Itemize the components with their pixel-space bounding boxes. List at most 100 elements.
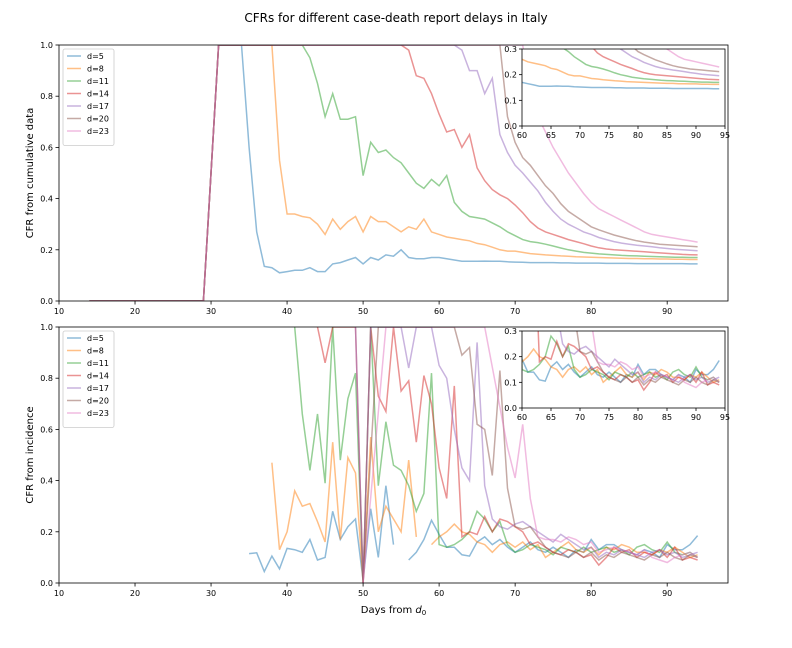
legend-entry-d23: d=23 [87,127,109,136]
x-tick-label: 90 [662,307,672,316]
y-axis-label: CFR from cumulative data [25,108,36,239]
legend-entry-d5: d=5 [87,334,104,343]
legend-entry-d20: d=20 [87,115,109,124]
x-tick-label: 30 [206,307,216,316]
inset-x-tick-label: 80 [633,131,643,140]
inset1-series-line-d5 [522,81,720,90]
inset-x-tick-label: 60 [517,413,527,422]
inset-x-tick-label: 70 [575,413,585,422]
inset-x-tick-label: 80 [633,413,643,422]
x-tick-label: 10 [54,307,64,316]
legend-box [62,48,115,146]
panel1-series-line-d20 [89,45,698,301]
inset2-series-line-d14 [537,331,720,392]
x-tick-label: 90 [662,589,672,598]
legend-entry-d11: d=11 [87,359,109,368]
inset2-series-line-d20 [576,331,720,386]
inset-x-tick-label: 85 [662,413,672,422]
panel1-series-line-d14 [89,45,698,301]
legend-box [62,330,115,428]
inset-y-tick-label: 0.3 [504,45,517,54]
inset-frame [521,48,726,127]
inset-y-tick-label: 0.2 [504,71,517,80]
panel2-series-line-d17 [354,327,698,583]
x-axis-label: Days from d0 [361,605,426,617]
x-tick-label: 80 [586,589,596,598]
inset-y-tick-label: 0.0 [504,122,517,131]
inset1-series-line-d20 [633,49,720,73]
y-tick-label: 0.8 [40,92,53,101]
x-tick-label: 20 [130,307,140,316]
y-tick-label: 0.2 [40,246,53,255]
legend-entry-d23: d=23 [87,409,109,418]
x-tick-label: 50 [358,307,368,316]
inset-y-tick-label: 0.0 [504,404,517,413]
x-tick-label: 40 [282,589,292,598]
y-tick-label: 0.4 [40,477,53,486]
x-tick-label: 60 [434,589,444,598]
panel1-series-line-d17 [89,45,698,301]
x-tick-label: 10 [54,589,64,598]
x-tick-label: 60 [434,307,444,316]
inset-x-tick-label: 95 [720,413,730,422]
inset-y-tick-label: 0.1 [504,378,517,387]
panel1-series-line-d8 [89,45,698,301]
inset-frame [521,330,726,409]
y-tick-label: 0.2 [40,528,53,537]
legend-entry-d11: d=11 [87,77,109,86]
inset-chart: 60 65 70 75 80 85 90 95 0.0 0.1 0.2 0.3 [504,45,730,140]
y-tick-label: 1.0 [40,323,53,332]
inset-x-tick-label: 75 [604,413,614,422]
chart-panel-2: 10 20 30 40 50 60 70 80 90 0.0 0.2 0.4 0.6 0.8 1.0 CFR … [25,323,730,617]
inset2-series-line-d11 [522,334,720,383]
y-tick-label: 0.0 [40,297,53,306]
inset-y-tick-label: 0.3 [504,327,517,336]
panel1-series-line-d5 [89,45,698,301]
y-tick-label: 0.4 [40,195,53,204]
inset2-series-line-d23 [592,331,720,389]
panel2-series-line-d14 [316,327,698,583]
x-tick-label: 70 [510,589,520,598]
y-tick-label: 0.0 [40,579,53,588]
x-tick-label: 20 [130,589,140,598]
inset-x-tick-label: 85 [662,131,672,140]
inset1-series-line-d14 [592,49,720,81]
x-tick-label: 50 [358,589,368,598]
inset-x-tick-label: 70 [575,131,585,140]
y-tick-label: 0.8 [40,374,53,383]
axes-frame [58,326,729,584]
inset-y-tick-label: 0.2 [504,353,517,362]
panel1-series-line-d23 [89,45,698,301]
inset-x-tick-label: 65 [546,413,556,422]
y-tick-label: 0.6 [40,425,53,434]
x-tick-label: 70 [510,307,520,316]
axes-frame [58,44,729,302]
inset1-series-line-d11 [563,49,720,84]
y-tick-label: 1.0 [40,41,53,50]
inset-x-tick-label: 90 [691,131,701,140]
inset2-series-line-d17 [559,331,720,384]
panel2-series-line-d23 [362,327,699,583]
inset-x-tick-label: 75 [604,131,614,140]
inset-chart: 60 65 70 75 80 85 90 95 0.0 0.1 0.2 0.3 [504,327,730,422]
inset1-series-line-d17 [619,49,720,77]
legend: d=5 d=8 d=11 d=14 d=17 d=20 d=23 [62,330,115,428]
legend-entry-d14: d=14 [87,90,109,99]
panel2-series-line-d8 [271,437,698,583]
inset1-series-line-d8 [522,58,720,86]
legend-entry-d17: d=17 [87,102,109,111]
legend-entry-d17: d=17 [87,384,109,393]
x-tick-label: 80 [586,307,596,316]
panel2-series-line-d5 [249,485,699,581]
legend-entry-d8: d=8 [87,347,104,356]
inset-y-tick-label: 0.1 [504,96,517,105]
inset-x-tick-label: 95 [720,131,730,140]
legend-entry-d8: d=8 [87,65,104,74]
y-axis-label: CFR from incidence [25,406,36,503]
legend-entry-d5: d=5 [87,52,104,61]
legend: d=5 d=8 d=11 d=14 d=17 d=20 d=23 [62,48,115,146]
inset-x-tick-label: 90 [691,413,701,422]
x-tick-label: 30 [206,589,216,598]
inset-x-tick-label: 65 [546,131,556,140]
